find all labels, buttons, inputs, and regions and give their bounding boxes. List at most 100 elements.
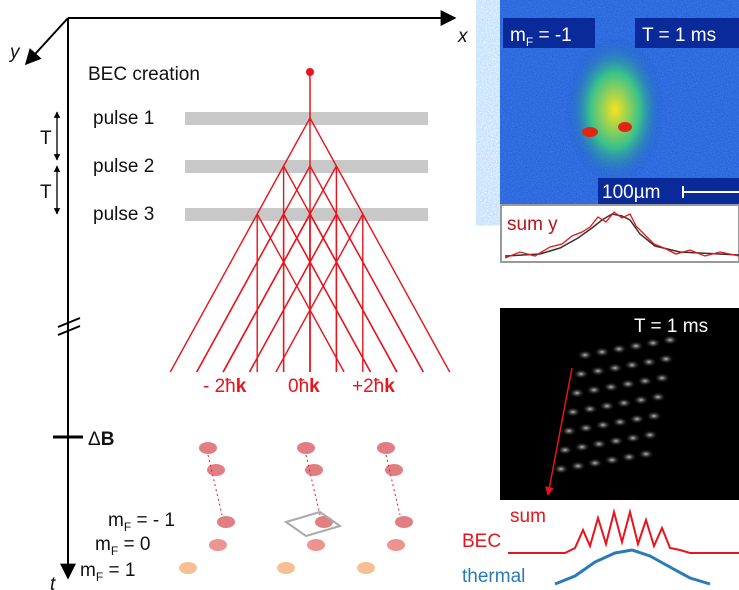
cloud xyxy=(217,516,235,528)
profile-label: sum y xyxy=(507,214,558,235)
cloud xyxy=(395,516,413,528)
momentum-label: 0ħk xyxy=(288,376,320,397)
beam xyxy=(197,214,284,372)
lattice-peak xyxy=(561,426,577,436)
state-label: mF = 0 xyxy=(95,534,150,558)
lattice-peak xyxy=(604,455,620,465)
trajectory xyxy=(306,455,320,515)
lattice-peak xyxy=(574,442,590,452)
lattice-peak xyxy=(645,338,661,348)
lattice-peak xyxy=(573,369,589,379)
lattice-peak xyxy=(611,344,627,354)
beam xyxy=(363,214,450,372)
axes: x y t T T ΔB xyxy=(8,18,469,590)
t-label: t xyxy=(50,574,56,590)
lattice-peak xyxy=(621,452,637,462)
lattice-peak xyxy=(620,379,636,389)
lattice-peak xyxy=(612,417,628,427)
sequence-title: BEC creation xyxy=(88,64,200,85)
lattice-peak xyxy=(578,423,594,433)
cloud xyxy=(207,464,225,476)
lattice-peak xyxy=(638,449,654,459)
lattice-peak xyxy=(577,350,593,360)
time-label: T = 1 ms xyxy=(642,25,716,46)
bottom-image: T = 1 ms xyxy=(500,308,739,500)
y-axis xyxy=(26,18,68,64)
beam xyxy=(223,214,310,372)
x-label: x xyxy=(457,26,469,47)
state-label: mF = 1 xyxy=(80,560,135,584)
cloud xyxy=(357,562,375,574)
beam xyxy=(170,214,257,372)
lattice-peak xyxy=(594,347,610,357)
lattice-peak xyxy=(565,407,581,417)
lattice-peak xyxy=(608,436,624,446)
beam xyxy=(310,118,336,166)
lattice-peak xyxy=(654,373,670,383)
profile-label: sum xyxy=(510,506,546,527)
time-label: T = 1 ms xyxy=(634,316,708,337)
beam xyxy=(336,166,362,214)
beam xyxy=(276,214,363,372)
interval-label: T xyxy=(40,182,52,203)
trajectory xyxy=(386,455,400,515)
cloud xyxy=(315,516,333,528)
y-label: y xyxy=(8,42,21,63)
lattice-peak xyxy=(570,461,586,471)
cloud xyxy=(209,539,227,551)
cloud xyxy=(307,539,325,551)
lattice-peak xyxy=(616,398,632,408)
lattice-peak xyxy=(553,464,569,474)
fit-label: BEC xyxy=(462,531,501,552)
trajectory xyxy=(208,455,222,515)
cloud xyxy=(387,539,405,551)
lattice-peak xyxy=(582,404,598,414)
lattice-peak xyxy=(599,401,615,411)
state-label: mF = -1 xyxy=(510,25,572,49)
lattice-peak xyxy=(590,366,606,376)
lattice-peak xyxy=(557,445,573,455)
cloud xyxy=(179,562,197,574)
lattice-peak xyxy=(642,430,658,440)
lattice-peak xyxy=(587,458,603,468)
lattice-peak xyxy=(637,376,653,386)
lattice-peak xyxy=(641,357,657,367)
pulse-label: pulse 2 xyxy=(93,156,154,177)
beam xyxy=(250,214,337,372)
lattice-peak xyxy=(629,414,645,424)
cloud xyxy=(385,464,403,476)
lattice-peak xyxy=(603,382,619,392)
beam xyxy=(284,118,310,166)
gradient-label: ΔB xyxy=(88,429,114,450)
lattice-peak xyxy=(662,335,678,345)
atom-cloud xyxy=(565,35,665,185)
lattice-peak xyxy=(628,341,644,351)
lattice-peak xyxy=(633,395,649,405)
lattice-peak xyxy=(586,385,602,395)
lattice-peak xyxy=(624,360,640,370)
momentum-label: +2ħk xyxy=(352,376,395,397)
scale-label: 100µm xyxy=(602,182,660,203)
thermal-curve xyxy=(555,550,710,584)
peak xyxy=(582,127,598,137)
peak xyxy=(618,122,632,132)
beams xyxy=(170,118,449,372)
pulse-label: pulse 1 xyxy=(93,108,154,129)
cloud xyxy=(377,442,395,454)
lattice-peak xyxy=(625,433,641,443)
cloud xyxy=(277,562,295,574)
lattice-peak xyxy=(650,392,666,402)
momentum-label: - 2ħk xyxy=(203,376,247,397)
fit-label: thermal xyxy=(462,566,525,587)
lattice-peak xyxy=(569,388,585,398)
state-label: mF = - 1 xyxy=(108,510,175,534)
figure: x y t T T ΔB BEC creation pulse 1 pulse … xyxy=(0,0,739,590)
lattice-peak xyxy=(607,363,623,373)
lattice-peak xyxy=(595,420,611,430)
state-clouds xyxy=(179,442,413,574)
beam xyxy=(257,166,283,214)
pulse-label: pulse 3 xyxy=(93,204,154,225)
cloud xyxy=(199,442,217,454)
cloud xyxy=(305,464,323,476)
lattice-peak xyxy=(591,439,607,449)
